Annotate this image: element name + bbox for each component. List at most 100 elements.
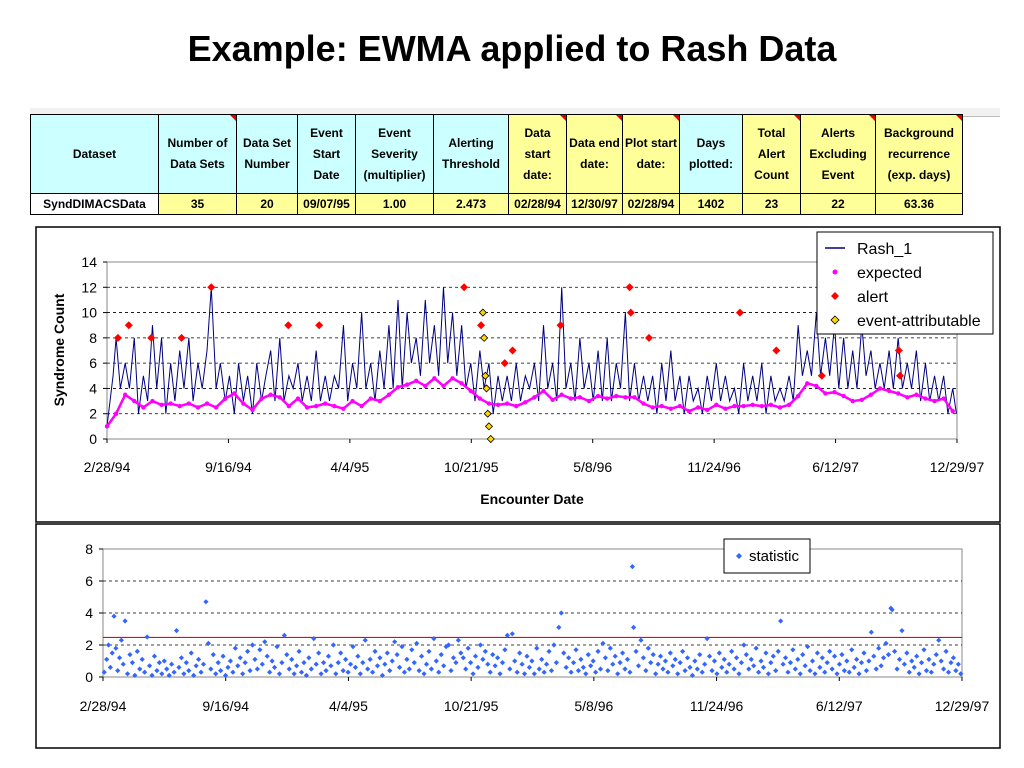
y-tick-label: 10: [81, 305, 97, 321]
statistic-point: [714, 671, 720, 677]
statistic-point: [298, 669, 305, 675]
x-tick-label: 2/28/94: [84, 459, 131, 475]
y-tick-label: 2: [89, 406, 97, 422]
x-tick-label: 9/16/94: [202, 698, 249, 714]
alert-point: [460, 283, 469, 292]
statistic-point: [323, 668, 329, 674]
alert-point: [500, 359, 509, 368]
statistic-point: [553, 660, 559, 666]
statistic-point: [122, 618, 128, 624]
statistic-point: [455, 637, 461, 643]
statistic-point: [729, 648, 735, 654]
statistic-point: [800, 652, 806, 658]
statistic-point: [748, 656, 754, 662]
statistic-point: [235, 663, 241, 669]
statistic-point: [392, 639, 398, 645]
statistic-point: [316, 650, 322, 656]
statistic-point: [677, 660, 683, 666]
plot-area: [106, 261, 958, 440]
expected-point: [241, 401, 246, 406]
statistic-point: [680, 648, 686, 654]
statistic-point: [355, 653, 361, 659]
table-value-cell: 23: [742, 193, 801, 215]
expected-point: [232, 391, 237, 396]
statistic-point: [477, 642, 484, 648]
statistic-point: [291, 671, 297, 677]
statistic-point: [921, 647, 927, 653]
statistic-point: [448, 668, 454, 674]
y-tick-label: 8: [85, 541, 93, 557]
statistic-point: [220, 653, 226, 659]
statistic-point: [134, 648, 140, 654]
statistic-point: [563, 664, 569, 670]
expected-point: [677, 403, 683, 409]
statistic-point: [188, 650, 194, 656]
statistic-point: [492, 663, 498, 669]
expected-point: [932, 398, 937, 404]
alert-point: [284, 321, 293, 330]
x-tick-label: 2/28/94: [80, 698, 127, 714]
statistic-point: [834, 671, 840, 677]
statistic-point: [195, 656, 202, 662]
legend-marker-statistic: [736, 553, 742, 559]
statistic-point: [200, 661, 207, 667]
statistic-point: [120, 661, 126, 667]
statistic-point: [831, 653, 838, 659]
legend-marker-event: [830, 315, 840, 325]
expected-point: [732, 403, 737, 409]
legend-label: alert: [857, 289, 889, 306]
statistic-point: [208, 666, 214, 672]
statistic-point: [633, 648, 639, 654]
alert-point: [896, 371, 905, 380]
statistic-point: [648, 660, 654, 666]
statistic-point: [254, 666, 260, 672]
statistic-point: [755, 669, 762, 675]
statistic-point: [421, 671, 427, 677]
statistic-point: [741, 642, 747, 648]
expected-point: [286, 403, 292, 409]
table-value-cell: 12/30/97: [566, 193, 623, 215]
alert-point: [626, 308, 635, 317]
legend-marker-expected: [832, 269, 838, 275]
statistic-point: [396, 664, 403, 670]
statistic-point: [240, 671, 246, 677]
statistic-point: [706, 653, 713, 659]
statistic-point: [257, 647, 263, 653]
statistic-point: [171, 669, 177, 675]
statistic-point: [849, 647, 855, 653]
statistic-point: [753, 645, 759, 651]
expected-point: [104, 424, 110, 429]
event-attributable-point: [480, 333, 489, 342]
alert-point: [772, 346, 781, 355]
statistic-point: [889, 607, 895, 613]
expected-point: [468, 388, 473, 394]
expected-point: [905, 395, 910, 400]
statistic-point: [627, 669, 633, 675]
statistic-point: [711, 658, 718, 664]
expected-point: [741, 403, 746, 409]
statistic-point: [338, 650, 344, 656]
statistic-point: [958, 671, 964, 677]
table-header-cell: Data end date:: [566, 114, 623, 194]
x-tick-label: 6/12/97: [812, 459, 859, 475]
statistic-point: [230, 669, 236, 675]
expected-point: [514, 403, 519, 409]
table-value-cell: 22: [800, 193, 876, 215]
expected-point: [486, 401, 492, 406]
expected-point: [768, 402, 774, 408]
table-value-cell: 02/28/94: [508, 193, 567, 215]
statistic-point: [846, 669, 852, 675]
expected-point: [186, 401, 192, 406]
expected-point: [604, 396, 610, 401]
statistic-point: [858, 660, 865, 666]
alert-point: [735, 308, 744, 317]
statistic-point: [709, 668, 715, 674]
slide-title: Example: EWMA applied to Rash Data: [187, 28, 837, 69]
statistic-point: [861, 650, 867, 656]
statistic-point: [841, 668, 847, 674]
statistic-point: [731, 666, 737, 672]
statistic-point: [630, 624, 637, 630]
statistic-point: [795, 656, 801, 662]
statistic-point: [593, 669, 599, 675]
statistic-point: [868, 629, 874, 635]
